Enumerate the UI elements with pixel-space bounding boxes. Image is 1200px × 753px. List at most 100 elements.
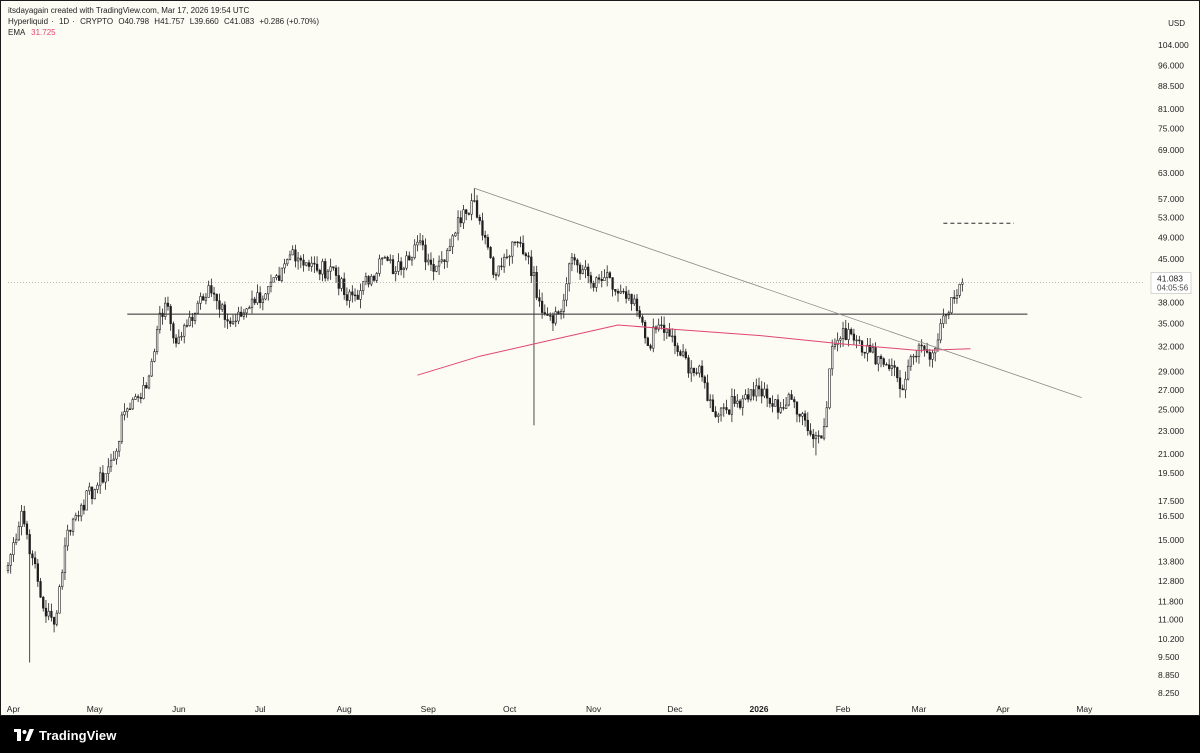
candle-body	[429, 259, 433, 265]
symbol-name[interactable]: Hyperliquid	[8, 17, 49, 26]
candle-body	[473, 200, 476, 202]
candle-body	[202, 296, 205, 301]
candle-body	[798, 413, 801, 417]
candle-body	[779, 407, 782, 413]
candle-body	[283, 263, 286, 269]
candle-body	[112, 458, 115, 461]
candle-body	[134, 396, 137, 400]
candle-body	[784, 404, 788, 409]
candle-body	[760, 388, 763, 397]
chart-area[interactable]: 104.000 96.000 88.500 81.000 75.000 69.000 63.…	[0, 0, 1200, 716]
candle-body	[402, 267, 405, 270]
candle-body	[730, 396, 734, 415]
candle-body	[467, 213, 471, 215]
candle-body	[118, 441, 121, 452]
candle-body	[188, 316, 191, 327]
candle-body	[847, 329, 850, 340]
candle-body	[939, 323, 942, 341]
brand-name: TradingView	[39, 727, 117, 743]
candle-body	[920, 344, 923, 347]
x-tick-label: Apr	[7, 704, 20, 714]
candle-body	[573, 257, 576, 261]
symbol-interval[interactable]: 1D	[58, 17, 70, 26]
candle-body	[606, 272, 609, 278]
candle-body	[508, 255, 511, 258]
currency-label[interactable]: USD	[1168, 19, 1185, 28]
candle-body	[237, 311, 240, 322]
candle-body	[294, 249, 297, 262]
candle-body	[275, 275, 278, 278]
y-tick-label: 75.000	[1158, 124, 1184, 134]
candle-body	[820, 435, 823, 439]
candle-body	[728, 409, 731, 415]
candle-body	[269, 281, 273, 287]
candle-body	[231, 321, 235, 324]
candle-body	[576, 259, 579, 266]
tradingview-logo[interactable]: TradingView	[14, 727, 117, 743]
candle-body	[684, 351, 687, 359]
price-chart[interactable]: 104.000 96.000 88.500 81.000 75.000 69.000 63.…	[1, 1, 1200, 716]
candle-body	[99, 472, 102, 486]
symbol-legend[interactable]: Hyperliquid · 1D · CRYPTO O40.798 H41.757 …	[8, 17, 320, 26]
candle-body	[901, 388, 904, 391]
candle-body	[923, 345, 926, 350]
candle-body	[418, 240, 422, 243]
candle-body	[128, 408, 132, 410]
candle-body	[486, 237, 490, 248]
candle-body	[736, 400, 739, 404]
candle-body	[410, 257, 414, 261]
candle-body	[215, 293, 218, 302]
candle-body	[264, 293, 267, 300]
y-tick-label: 23.000	[1158, 426, 1184, 436]
candle-body	[313, 262, 316, 265]
candle-body	[63, 545, 67, 573]
candle-body	[717, 414, 720, 417]
candle-body	[622, 290, 625, 293]
candle-body	[749, 389, 753, 400]
candle-body	[58, 586, 61, 614]
candle-body	[521, 243, 525, 255]
candle-body	[193, 312, 197, 321]
candle-body	[925, 349, 929, 353]
candle-body	[855, 339, 858, 342]
candle-body	[353, 294, 357, 297]
candle-body	[950, 297, 953, 314]
candle-body	[503, 256, 506, 268]
candle-body	[492, 257, 495, 275]
candle-body	[660, 324, 663, 327]
candle-body	[706, 382, 709, 401]
candle-body	[934, 348, 937, 354]
candle-body	[589, 275, 593, 284]
y-tick-label: 96.000	[1158, 60, 1184, 70]
candle-body	[66, 529, 69, 547]
candle-body	[416, 241, 419, 246]
candle-body	[356, 294, 359, 300]
candle-body	[174, 337, 178, 344]
candle-body	[47, 610, 50, 617]
candle-body	[326, 270, 330, 279]
chart-header: itsdayagain created with TradingView.com…	[8, 5, 322, 38]
candle-body	[44, 607, 48, 617]
ema-legend[interactable]: EMA 31.725	[8, 27, 322, 38]
candle-body	[223, 304, 227, 320]
x-tick-label: Jul	[255, 704, 266, 714]
y-tick-label: 32.000	[1158, 341, 1184, 351]
candle-body	[516, 241, 519, 244]
candle-body	[587, 266, 590, 276]
candle-body	[191, 316, 194, 321]
candle-body	[52, 617, 56, 625]
candle-body	[538, 297, 541, 302]
candle-body	[565, 283, 568, 301]
candle-body	[852, 333, 856, 341]
candle-body	[671, 335, 674, 338]
candle-body	[752, 389, 755, 397]
candle-body	[860, 340, 864, 353]
candle-body	[177, 336, 180, 344]
y-tick-label: 29.000	[1158, 367, 1184, 377]
candle-body	[692, 367, 696, 373]
candle-body	[738, 400, 742, 408]
y-tick-label: 53.000	[1158, 212, 1184, 222]
candle-body	[332, 266, 335, 269]
y-tick-label: 81.000	[1158, 104, 1184, 114]
y-tick-label: 9.500	[1158, 652, 1180, 662]
